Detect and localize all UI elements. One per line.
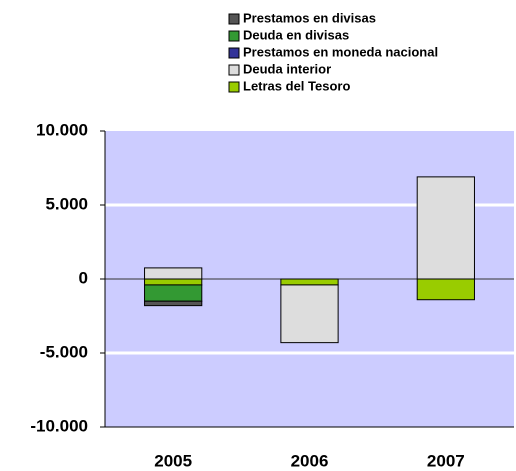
- legend-label: Prestamos en divisas: [243, 10, 376, 25]
- legend-label: Letras del Tesoro: [243, 78, 350, 93]
- legend-swatch: [228, 64, 240, 76]
- bar-segment: [280, 278, 339, 286]
- x-tick-label: 2007: [427, 451, 465, 470]
- bar-segment: [416, 176, 475, 280]
- y-tick-label: 5.000: [45, 194, 88, 213]
- bar-segment: [144, 267, 203, 280]
- legend-swatch: [228, 30, 240, 42]
- legend-label: Prestamos en moneda nacional: [243, 44, 438, 59]
- x-tick-label: 2006: [291, 451, 329, 470]
- bar-segment: [144, 300, 203, 307]
- x-tick-label: 2005: [154, 451, 192, 470]
- bar-segment: [144, 284, 203, 302]
- legend-swatch: [228, 47, 240, 59]
- legend-swatch: [228, 13, 240, 25]
- bar-segment: [416, 278, 475, 301]
- legend-swatch: [228, 81, 240, 93]
- y-tick-label: -10.000: [30, 416, 88, 435]
- legend-label: Deuda en divisas: [243, 27, 349, 42]
- bar-segment: [144, 278, 203, 286]
- y-tick-label: -5.000: [40, 342, 88, 361]
- y-tick-label: 0: [79, 268, 88, 287]
- bar-segment: [280, 284, 339, 344]
- y-tick-label: 10.000: [36, 120, 88, 139]
- legend-label: Deuda interior: [243, 61, 331, 76]
